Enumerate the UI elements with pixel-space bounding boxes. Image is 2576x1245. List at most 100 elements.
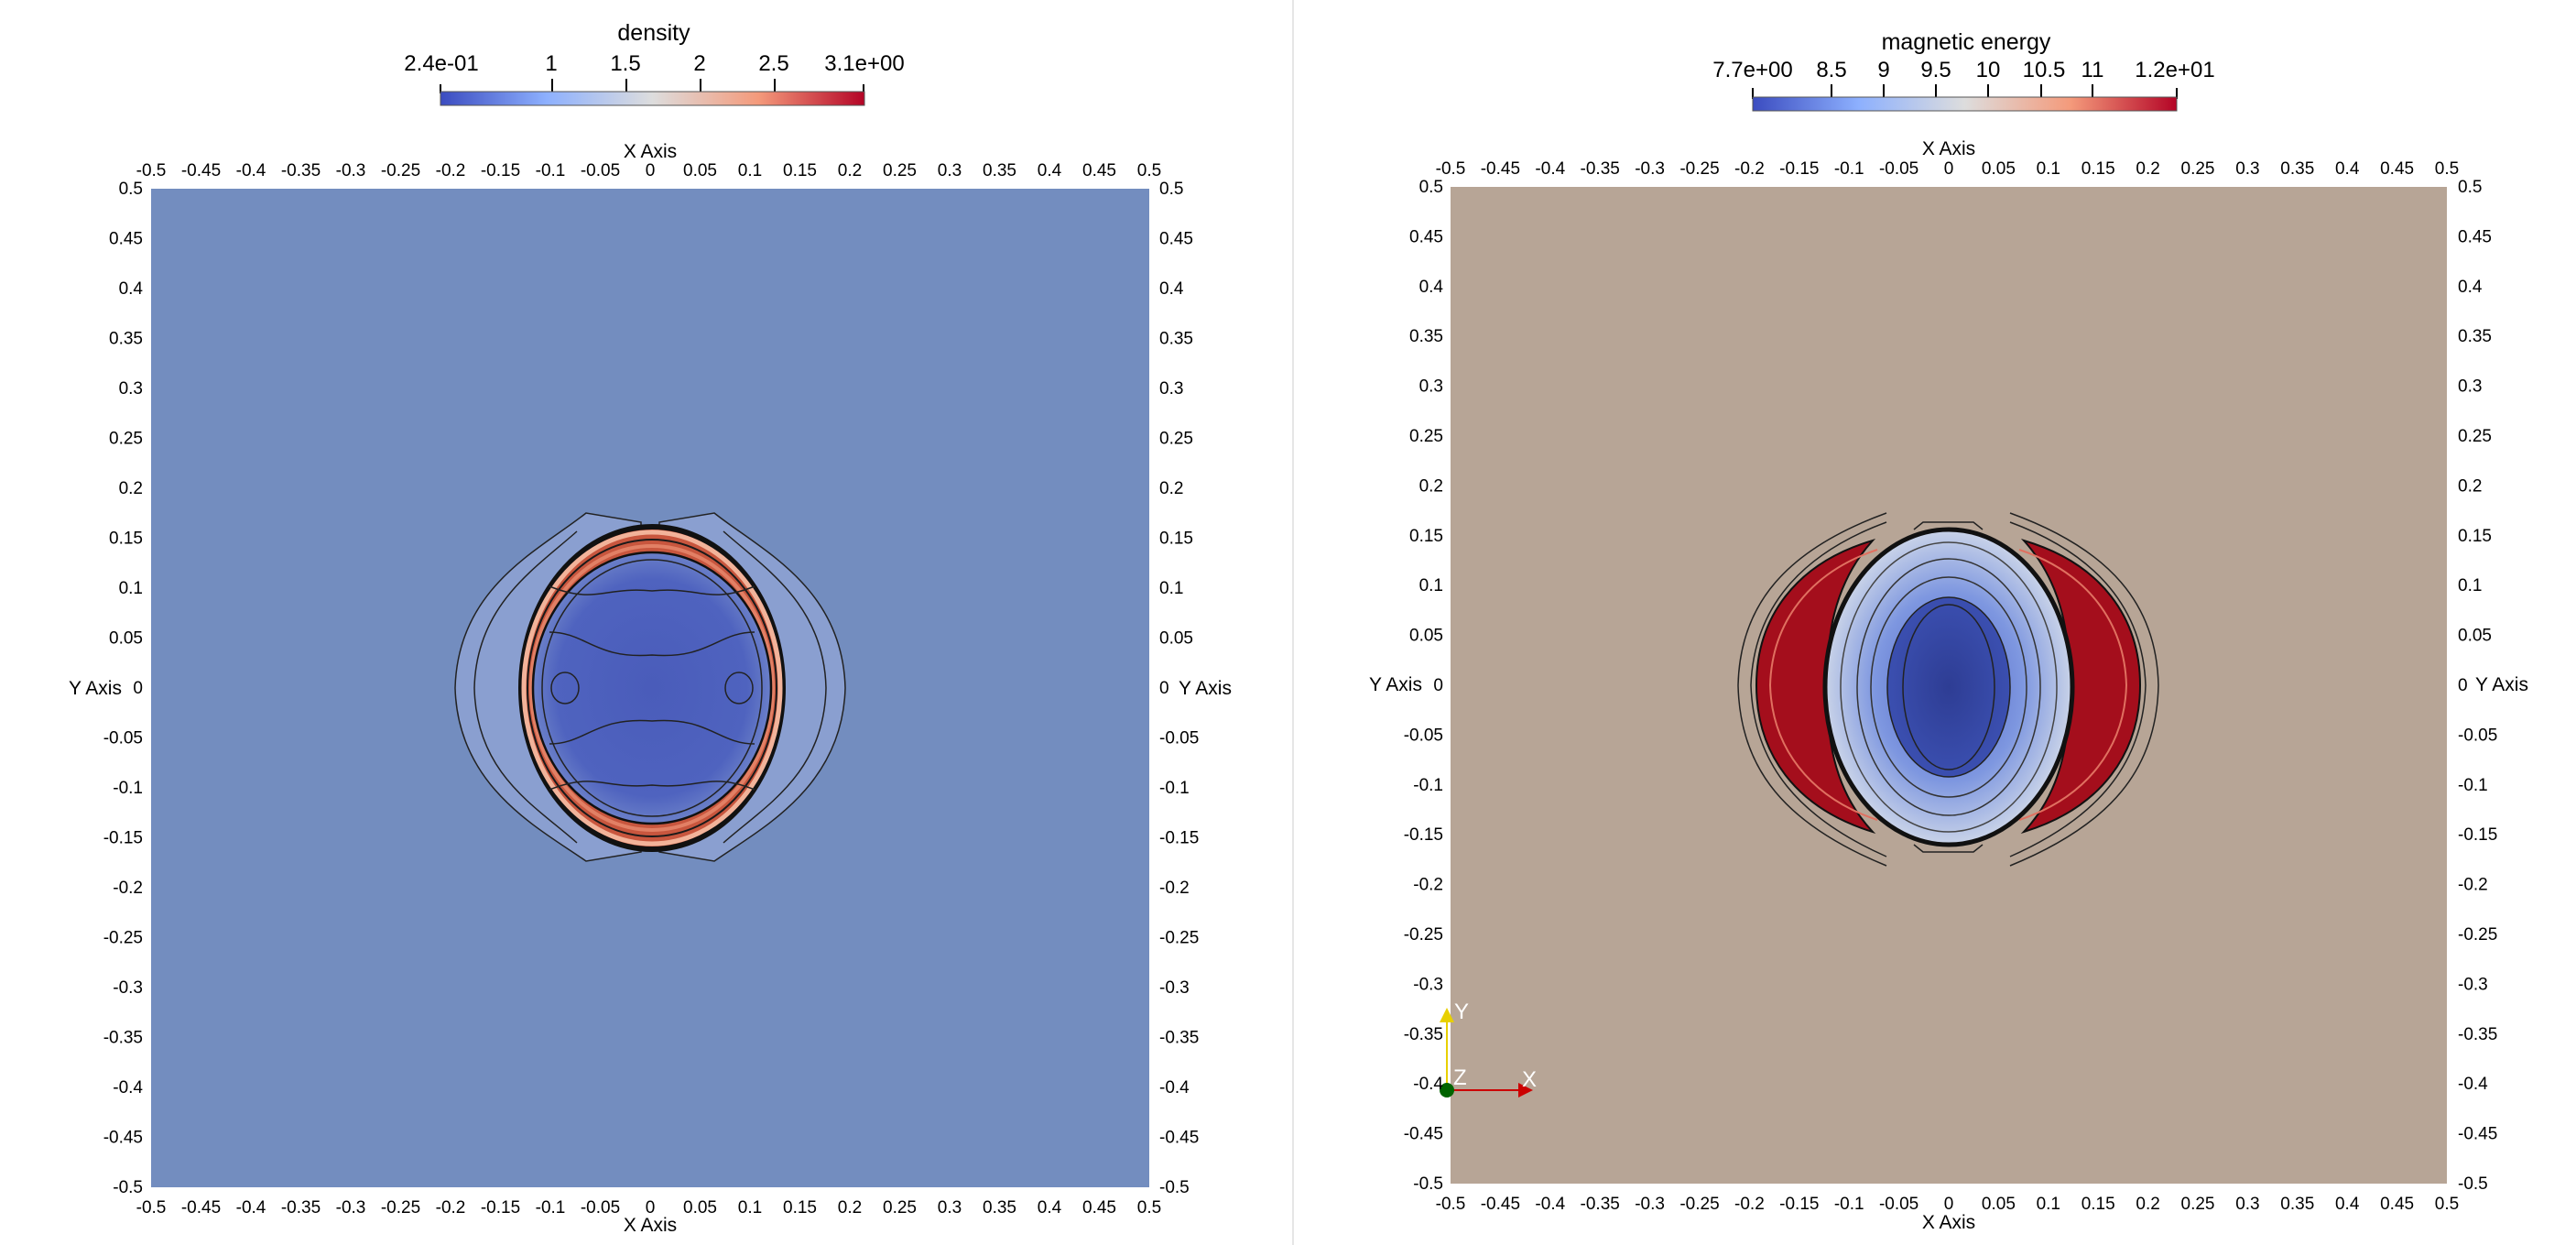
y-tick-label: 0.5 [119,180,143,199]
y-tick-label: -0.05 [103,729,143,748]
left-y-axis-title: Y Axis [69,678,122,699]
left-x-ticks-top: -0.5 -0.45 -0.4 -0.35 -0.3 -0.25 -0.2 -0.15 -0.1… [136,161,1162,180]
y-tick-label: 0.45 [1159,230,1193,249]
x-tick-label: -0.45 [181,1198,221,1218]
x-tick-label: -0.1 [536,161,566,180]
y-tick-label: -0.3 [1413,975,1443,994]
y-tick-label: 0.15 [1409,527,1443,546]
y-tick-label: 0.35 [1409,327,1443,346]
x-tick-label: 0.35 [983,1198,1016,1218]
y-tick-label: 0.1 [1419,576,1443,595]
y-tick-label: -0.2 [113,879,143,898]
x-tick-label: -0.2 [1734,159,1765,179]
y-tick-label: 0.3 [1159,379,1183,399]
y-tick-label: -0.1 [1413,776,1443,795]
y-tick-label: 0.5 [1419,178,1443,197]
y-tick-label: -0.4 [1159,1078,1190,1098]
x-tick-label: -0.4 [1535,1195,1565,1214]
x-tick-label: -0.1 [536,1198,566,1218]
right-view[interactable]: magnetic energy 7.7e+00 8.5 9 9.5 10 10.… [1369,29,2528,1233]
y-tick-label: -0.3 [113,978,143,998]
left-colorbar-label: 1.5 [610,51,640,76]
left-colorbar-label: 3.1e+00 [824,51,904,76]
x-tick-label: -0.5 [136,1198,167,1218]
left-colorbar-label: 1 [545,51,557,76]
y-tick-label: -0.15 [2458,825,2497,845]
y-tick-label: -0.15 [103,829,143,848]
x-tick-label: 0.1 [2037,1195,2060,1214]
right-colorbar-label: 8.5 [1816,58,1846,82]
x-tick-label: -0.5 [1436,159,1466,179]
orientation-axes-widget[interactable]: Y X Z [1440,999,1537,1098]
y-tick-label: 0.05 [1409,627,1443,646]
left-colorbar-labels: 2.4e-01 1 1.5 2 2.5 3.1e+00 [404,51,904,76]
y-tick-label: 0.5 [1159,180,1183,199]
x-tick-label: 0 [646,1198,656,1218]
x-tick-label: -0.15 [481,1198,520,1218]
right-x-axis-title-top: X Axis [1922,138,1975,159]
orientation-x-label: X [1522,1067,1537,1092]
x-tick-label: -0.2 [1734,1195,1765,1214]
x-tick-label: 0.05 [1982,159,2016,179]
left-y-axis-title-right: Y Axis [1179,678,1232,699]
x-tick-label: -0.4 [236,1198,266,1218]
x-tick-label: -0.3 [1635,1195,1665,1214]
y-tick-label: 0.05 [2458,627,2492,646]
x-tick-label: -0.25 [1679,159,1719,179]
x-tick-label: -0.15 [481,161,520,180]
y-tick-label: 0.35 [2458,327,2492,346]
right-x-ticks-bottom: -0.5 -0.45 -0.4 -0.35 -0.3 -0.25 -0.2 -0.15 -0.1… [1436,1195,2460,1214]
left-x-ticks-bottom: -0.5 -0.45 -0.4 -0.35 -0.3 -0.25 -0.2 -0.15 -0.1… [136,1198,1162,1218]
x-tick-label: 0.2 [838,161,862,180]
x-axis-arrowhead-icon [1518,1083,1533,1098]
x-tick-label: -0.25 [381,1198,420,1218]
y-tick-label: -0.5 [1413,1174,1443,1194]
left-colorbar-label: 2.4e-01 [404,51,478,76]
right-colorbar-title: magnetic energy [1882,29,2051,55]
x-tick-label: 0.05 [683,1198,717,1218]
y-tick-label: 0.3 [2458,377,2482,397]
x-tick-label: -0.15 [1779,1195,1819,1214]
y-tick-label: 0.2 [1159,479,1183,498]
y-tick-label: 0.45 [109,230,143,249]
y-tick-label: -0.5 [113,1178,143,1197]
view-divider[interactable] [1292,0,1294,1245]
left-view[interactable]: density 2.4e-01 1 1.5 2 2.5 3.1e+00 [69,20,1232,1236]
right-colorbar-label: 9.5 [1920,58,1951,82]
x-tick-label: 0.35 [2280,159,2314,179]
y-tick-label: 0.4 [2458,278,2483,297]
x-tick-label: -0.4 [236,161,266,180]
right-colorbar-label: 7.7e+00 [1712,58,1792,82]
x-tick-label: 0.1 [2037,159,2060,179]
x-tick-label: 0.3 [2235,1195,2259,1214]
y-tick-label: 0.4 [1419,278,1444,297]
y-tick-label: -0.25 [1404,925,1443,945]
y-tick-label: -0.1 [113,779,143,798]
x-tick-label: -0.5 [136,161,167,180]
x-tick-label: -0.05 [581,161,620,180]
x-tick-label: -0.3 [336,1198,366,1218]
y-tick-label: -0.35 [1404,1025,1443,1044]
y-tick-label: -0.3 [2458,975,2488,994]
x-tick-label: 0.45 [1082,161,1116,180]
left-density-feature [454,512,846,862]
x-tick-label: -0.4 [1535,159,1565,179]
y-tick-label: -0.2 [1159,879,1190,898]
y-tick-label: -0.45 [1159,1129,1199,1148]
x-tick-label: 0.15 [2081,159,2115,179]
y-tick-label: -0.3 [1159,978,1190,998]
y-tick-label: 0.4 [119,279,144,299]
y-tick-label: -0.45 [2458,1125,2497,1144]
x-tick-label: -0.25 [381,161,420,180]
right-y-axis-title: Y Axis [1369,674,1422,695]
x-tick-label: 0.5 [1137,161,1161,180]
y-tick-label: -0.5 [1159,1178,1190,1197]
x-tick-label: 0.15 [783,1198,817,1218]
x-tick-label: -0.3 [336,161,366,180]
x-tick-label: -0.35 [1581,159,1620,179]
y-tick-label: 0.05 [109,629,143,649]
x-tick-label: 0.25 [2181,159,2215,179]
x-tick-label: 0.15 [783,161,817,180]
x-tick-label: 0.35 [2280,1195,2314,1214]
